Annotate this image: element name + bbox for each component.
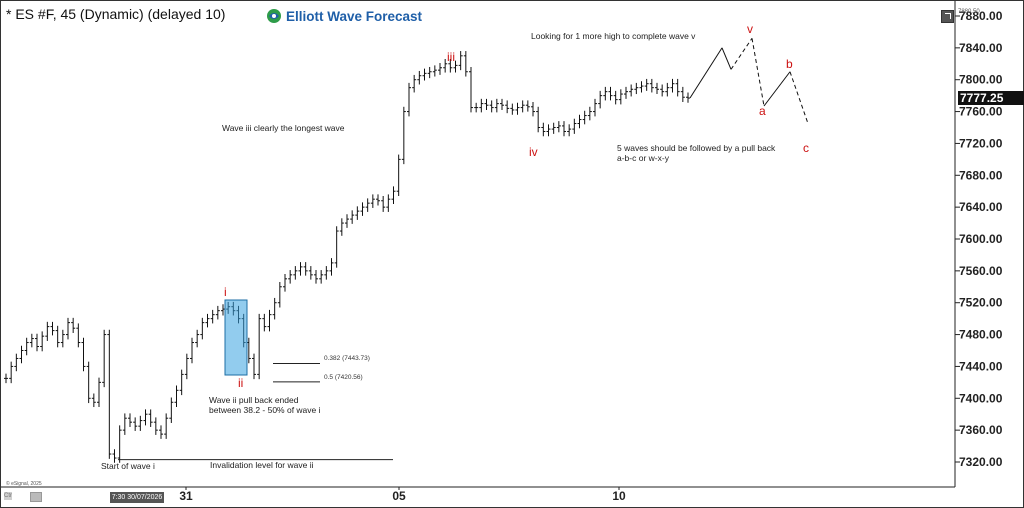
projection-segment bbox=[730, 38, 753, 70]
wave-label-iv: iv bbox=[529, 145, 538, 159]
annotation-five-waves-1: 5 waves should be followed by a pull bac… bbox=[617, 143, 776, 153]
x-tick-label: 05 bbox=[392, 489, 406, 503]
x-tick-label: 10 bbox=[612, 489, 626, 503]
y-tick-label: 7480.00 bbox=[959, 328, 1003, 342]
y-tick-label: 7760.00 bbox=[959, 105, 1003, 119]
zoom-control[interactable]: Ctr bbox=[4, 492, 12, 500]
projection-segment bbox=[721, 47, 732, 70]
annotation-invalidation: Invalidation level for wave ii bbox=[210, 460, 314, 470]
projection-segment bbox=[689, 47, 723, 99]
globe-icon bbox=[267, 9, 281, 23]
annotation-five-waves-2: a-b-c or w-x-y bbox=[617, 153, 669, 163]
current-price-badge: 7777.25 bbox=[958, 91, 1024, 105]
y-tick-label: 7840.00 bbox=[959, 41, 1003, 55]
wave-label-v: v bbox=[747, 22, 753, 36]
annotation-wave-ii-1: Wave ii pull back ended bbox=[209, 395, 299, 405]
fib-levels bbox=[118, 299, 393, 461]
top-price-label: 7880.50 bbox=[958, 9, 980, 15]
y-tick-label: 7880.00 bbox=[959, 9, 1003, 23]
y-tick-label: 7360.00 bbox=[959, 423, 1003, 437]
y-tick-label: 7800.00 bbox=[959, 73, 1003, 87]
y-tick-label: 7520.00 bbox=[959, 296, 1003, 310]
wave-label-a: a bbox=[759, 104, 766, 118]
y-tick-label: 7560.00 bbox=[959, 264, 1003, 278]
y-tick-label: 7680.00 bbox=[959, 168, 1003, 182]
annotation-looking: Looking for 1 more high to complete wave… bbox=[531, 31, 696, 41]
chart-title: * ES #F, 45 (Dynamic) (delayed 10) bbox=[6, 6, 226, 22]
annotation-start: Start of wave i bbox=[101, 461, 155, 471]
price-axis: 7320.00 7360.00 7400.00 7440.00 7480.00 7520.… bbox=[955, 9, 1003, 469]
projection-path bbox=[689, 38, 809, 124]
projection-segment bbox=[763, 71, 791, 107]
wave-label-c: c bbox=[803, 141, 809, 155]
projection-segment bbox=[751, 38, 765, 107]
brand-name: Elliott Wave Forecast bbox=[286, 8, 423, 24]
x-tick-label: 31 bbox=[179, 489, 193, 503]
annotation-wave-iii: Wave iii clearly the longest wave bbox=[222, 123, 345, 133]
fib-5-label: 0.5 (7420.56) bbox=[324, 374, 363, 381]
wave-label-b: b bbox=[786, 57, 793, 71]
expand-icon[interactable] bbox=[30, 492, 42, 502]
wave-label-iii: iii bbox=[447, 50, 455, 64]
y-tick-label: 7600.00 bbox=[959, 232, 1003, 246]
y-tick-label: 7440.00 bbox=[959, 359, 1003, 373]
brand-logo: Elliott Wave Forecast bbox=[266, 8, 422, 24]
time-axis: 31 05 10 bbox=[179, 487, 626, 503]
projection-segment bbox=[789, 71, 809, 124]
y-tick-label: 7400.00 bbox=[959, 391, 1003, 405]
maximize-icon[interactable] bbox=[941, 10, 954, 23]
y-tick-label: 7640.00 bbox=[959, 200, 1003, 214]
wave-ii-zone bbox=[224, 299, 248, 376]
wave-label-i: i bbox=[224, 285, 227, 299]
fib-382-label: 0.382 (7443.73) bbox=[324, 355, 370, 362]
copyright: © eSignal, 2025 bbox=[6, 481, 42, 487]
y-tick-label: 7320.00 bbox=[959, 455, 1003, 469]
wave-label-ii: ii bbox=[238, 376, 244, 390]
crosshair-time: 7:30 30/07/2026 bbox=[110, 492, 164, 503]
annotation-wave-ii-2: between 38.2 - 50% of wave i bbox=[209, 405, 321, 415]
y-tick-label: 7720.00 bbox=[959, 136, 1003, 150]
